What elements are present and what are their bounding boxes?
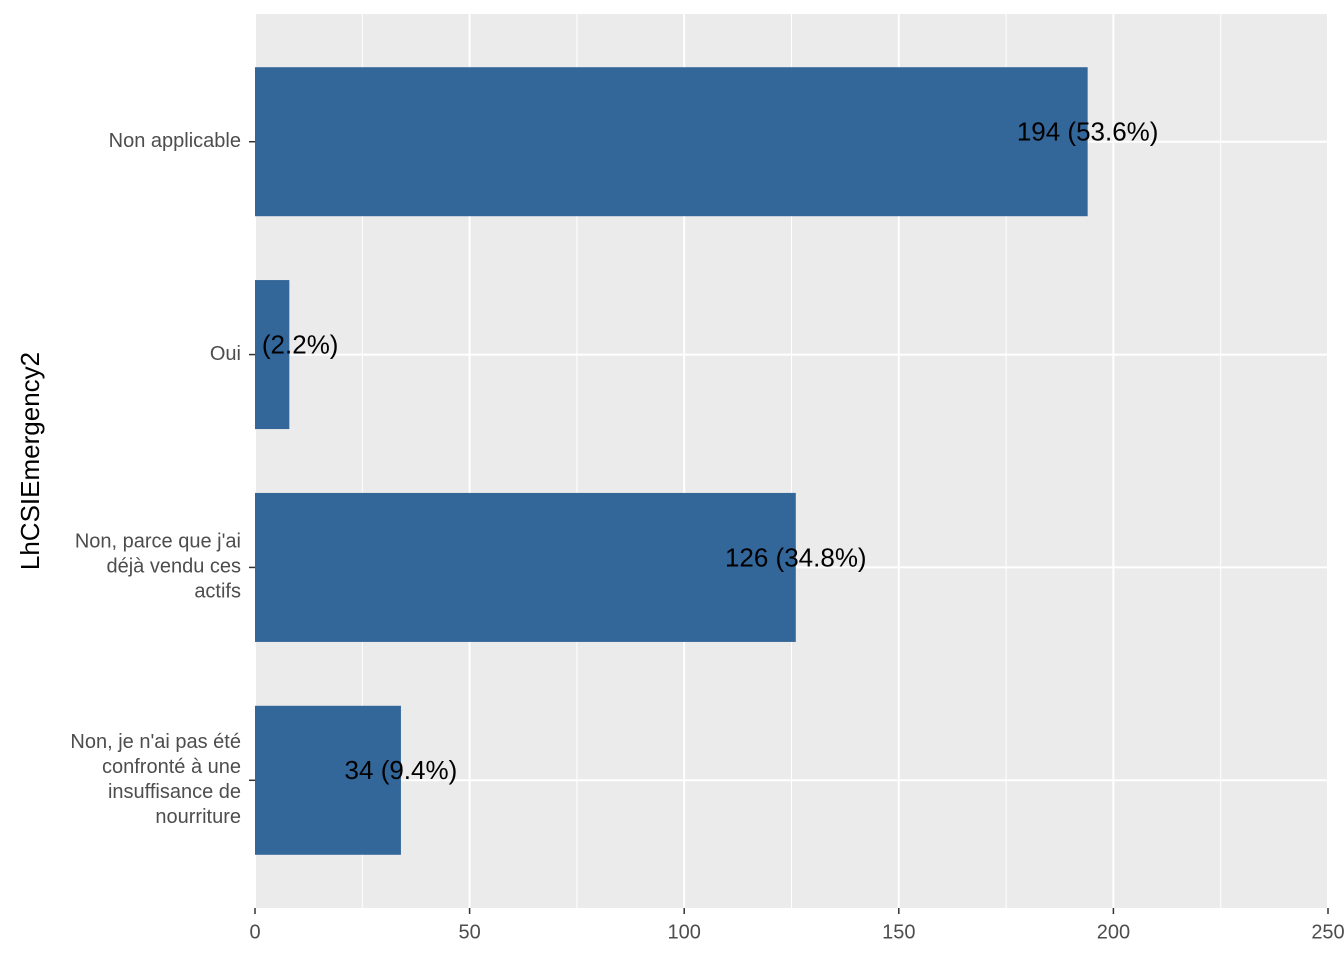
y-axis-title: LhCSIEmergency2 (15, 352, 45, 570)
x-tick-label: 250 (1311, 921, 1344, 943)
y-tick-label: Non, je n'ai pas été confronté à une insuf… (70, 731, 241, 828)
bar (255, 492, 796, 642)
x-tick-label: 150 (882, 921, 915, 943)
y-tick-label: Non applicable (109, 130, 241, 152)
bar (255, 705, 401, 855)
value-label: 194 (53.6%) (1017, 117, 1159, 147)
y-tick-label: Non, parce que j'ai déjà vendu ces actifs (75, 531, 241, 603)
bar (255, 280, 290, 430)
y-tick-label: Oui (210, 343, 241, 365)
value-label: 126 (34.8%) (725, 542, 867, 572)
x-tick-label: 50 (458, 921, 480, 943)
bar (255, 67, 1088, 217)
x-tick-label: 200 (1097, 921, 1130, 943)
value-label: 8 (2.2%) (240, 329, 338, 359)
x-tick-label: 0 (249, 921, 260, 943)
x-tick-label: 100 (668, 921, 701, 943)
value-label: 34 (9.4%) (345, 755, 458, 785)
